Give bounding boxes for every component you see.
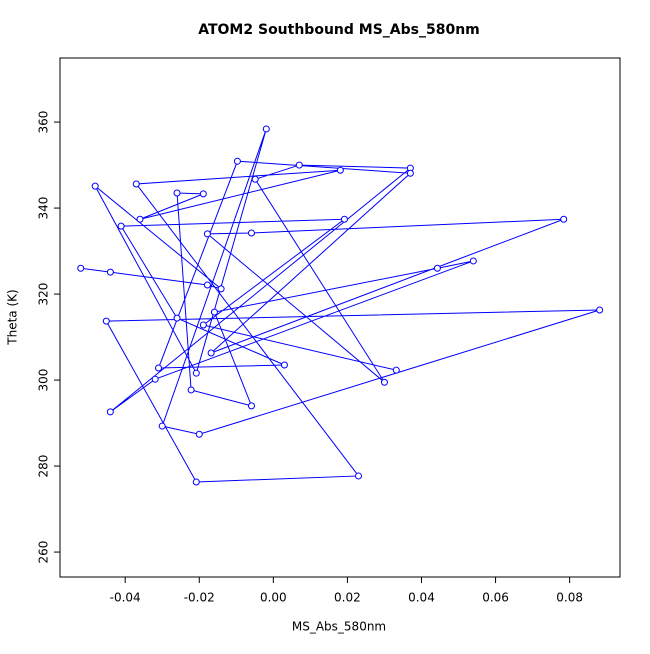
x-tick-label: 0.00	[260, 591, 287, 605]
data-point	[173, 314, 181, 322]
data-point	[203, 230, 211, 238]
data-point	[251, 175, 259, 183]
y-tick-label: 340	[37, 197, 51, 220]
data-point	[336, 166, 344, 174]
x-axis-label: MS_Abs_580nm	[292, 620, 386, 634]
data-point	[158, 422, 166, 430]
x-tick-label: 0.08	[556, 591, 583, 605]
data-point	[102, 317, 110, 325]
x-tick-label: 0.02	[334, 591, 361, 605]
data-point	[355, 472, 363, 480]
data-point	[406, 169, 414, 177]
data-point	[469, 257, 477, 265]
data-point	[247, 229, 255, 237]
data-point	[203, 281, 211, 289]
data-point	[195, 430, 203, 438]
y-tick-label: 300	[37, 369, 51, 392]
data-point	[392, 366, 400, 374]
y-tick-label: 320	[37, 283, 51, 306]
y-tick-label: 360	[37, 111, 51, 134]
data-point	[91, 182, 99, 190]
data-point	[199, 321, 207, 329]
data-line	[80, 128, 600, 483]
data-point	[596, 306, 604, 314]
data-point	[210, 308, 218, 316]
data-point	[192, 369, 200, 377]
data-point	[187, 386, 195, 394]
y-axis-label: Theta (K)	[6, 289, 20, 345]
data-point	[380, 378, 388, 386]
x-tick-label: 0.06	[482, 591, 509, 605]
x-tick-label: -0.04	[110, 591, 141, 605]
data-point	[433, 264, 441, 272]
data-point	[295, 161, 303, 169]
data-point	[106, 408, 114, 416]
data-point	[233, 157, 241, 165]
data-point	[117, 222, 125, 230]
x-tick-label: 0.04	[408, 591, 435, 605]
data-point	[77, 264, 85, 272]
data-point	[280, 361, 288, 369]
data-point	[155, 364, 163, 372]
data-point	[192, 478, 200, 486]
data-point	[106, 268, 114, 276]
data-point	[207, 349, 215, 357]
data-point	[173, 189, 181, 197]
chart-title: ATOM2 Southbound MS_Abs_580nm	[198, 22, 480, 38]
data-point	[132, 180, 140, 188]
data-point	[340, 215, 348, 223]
data-point	[136, 215, 144, 223]
y-tick-label: 280	[37, 455, 51, 478]
data-point	[262, 125, 270, 133]
y-tick-label: 260	[37, 541, 51, 564]
data-point	[247, 402, 255, 410]
data-point	[151, 375, 159, 383]
plot-frame	[59, 57, 621, 578]
data-point	[560, 215, 568, 223]
x-tick-label: -0.02	[184, 591, 215, 605]
data-point	[217, 285, 225, 293]
data-point	[199, 190, 207, 198]
